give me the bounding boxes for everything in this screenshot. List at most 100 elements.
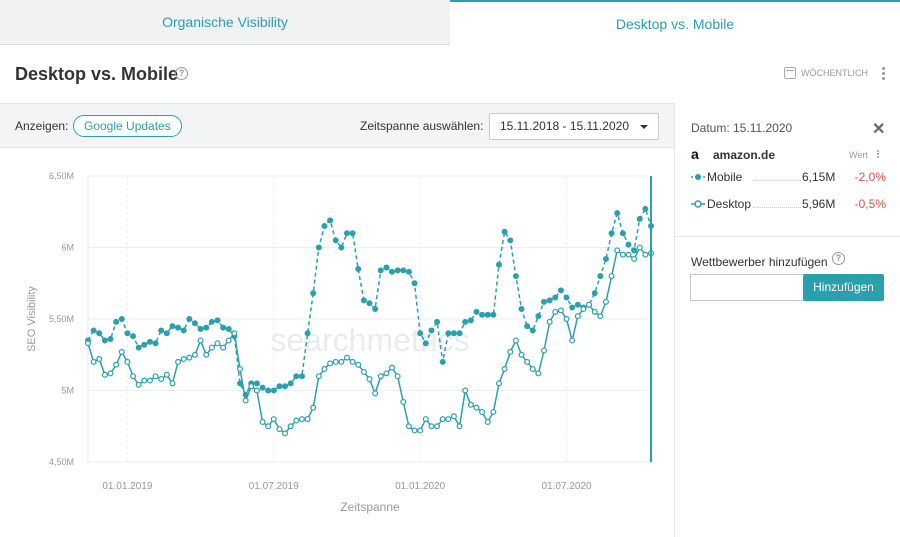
data-point-mobile[interactable] <box>518 305 525 312</box>
data-point-mobile[interactable] <box>563 294 570 301</box>
data-point-desktop[interactable] <box>124 358 131 365</box>
data-point-desktop[interactable] <box>304 416 311 423</box>
data-point-desktop[interactable] <box>450 413 457 420</box>
data-point-mobile[interactable] <box>383 264 390 271</box>
data-point-mobile[interactable] <box>259 384 266 391</box>
data-point-mobile[interactable] <box>512 273 519 280</box>
data-point-desktop[interactable] <box>107 370 114 377</box>
data-point-desktop[interactable] <box>355 361 362 368</box>
data-point-mobile[interactable] <box>422 340 429 347</box>
data-point-desktop[interactable] <box>614 247 621 254</box>
data-point-desktop[interactable] <box>270 416 277 423</box>
data-point-desktop[interactable] <box>135 381 142 388</box>
data-point-desktop[interactable] <box>518 351 525 358</box>
data-point-desktop[interactable] <box>490 408 497 415</box>
data-point-mobile[interactable] <box>90 327 97 334</box>
data-point-mobile[interactable] <box>163 330 170 337</box>
data-point-mobile[interactable] <box>152 340 159 347</box>
more-options-icon[interactable] <box>877 150 881 158</box>
tab-organic-visibility[interactable]: Organische Visibility <box>0 0 450 45</box>
data-point-mobile[interactable] <box>473 308 480 315</box>
data-point-desktop[interactable] <box>163 371 170 378</box>
data-point-mobile[interactable] <box>456 330 463 337</box>
competitor-input[interactable] <box>690 274 805 301</box>
data-point-desktop[interactable] <box>586 301 593 308</box>
data-point-mobile[interactable] <box>118 316 125 323</box>
data-point-mobile[interactable] <box>203 324 210 331</box>
data-point-mobile[interactable] <box>113 318 120 325</box>
data-point-desktop[interactable] <box>467 401 474 408</box>
data-point-desktop[interactable] <box>394 373 401 380</box>
data-point-mobile[interactable] <box>552 294 559 301</box>
data-point-desktop[interactable] <box>84 340 91 347</box>
date-range-select[interactable]: 15.11.2018 - 15.11.2020 <box>489 113 659 140</box>
data-point-mobile[interactable] <box>276 383 283 390</box>
data-point-mobile[interactable] <box>591 290 598 297</box>
data-point-desktop[interactable] <box>248 383 255 390</box>
help-icon[interactable]: ? <box>832 252 845 265</box>
data-point-desktop[interactable] <box>265 423 272 430</box>
data-point-mobile[interactable] <box>220 324 227 331</box>
data-point-mobile[interactable] <box>265 387 272 394</box>
data-point-mobile[interactable] <box>574 301 581 308</box>
data-point-mobile[interactable] <box>360 297 367 304</box>
data-point-desktop[interactable] <box>383 370 390 377</box>
data-point-desktop[interactable] <box>473 404 480 411</box>
data-point-desktop[interactable] <box>338 358 345 365</box>
data-point-mobile[interactable] <box>101 337 108 344</box>
data-point-desktop[interactable] <box>563 316 570 323</box>
visibility-line-chart[interactable]: searchmetrics 6,50M 6M 5,50M 5M 4,50M 01.01.2… <box>0 148 674 537</box>
data-point-desktop[interactable] <box>96 356 103 363</box>
data-point-mobile[interactable] <box>343 230 350 237</box>
data-point-desktop[interactable] <box>434 423 441 430</box>
data-point-desktop[interactable] <box>597 313 604 320</box>
data-point-desktop[interactable] <box>501 366 508 373</box>
data-point-desktop[interactable] <box>507 348 514 355</box>
add-competitor-button[interactable]: Hinzufügen <box>803 274 884 301</box>
data-point-mobile[interactable] <box>602 255 609 262</box>
data-point-mobile[interactable] <box>400 267 407 274</box>
data-point-mobile[interactable] <box>304 330 311 337</box>
data-point-mobile[interactable] <box>130 333 137 340</box>
data-point-desktop[interactable] <box>389 364 396 371</box>
data-point-desktop[interactable] <box>535 370 542 377</box>
data-point-desktop[interactable] <box>225 337 232 344</box>
data-point-desktop[interactable] <box>360 368 367 375</box>
data-point-desktop[interactable] <box>343 354 350 361</box>
data-point-mobile[interactable] <box>467 317 474 324</box>
data-point-desktop[interactable] <box>366 376 373 383</box>
data-point-desktop[interactable] <box>113 361 120 368</box>
data-point-mobile[interactable] <box>135 344 142 351</box>
data-point-mobile[interactable] <box>158 327 165 334</box>
data-point-mobile[interactable] <box>225 326 232 333</box>
data-point-desktop[interactable] <box>208 344 215 351</box>
data-point-desktop[interactable] <box>327 360 334 367</box>
data-point-mobile[interactable] <box>434 318 441 325</box>
data-point-mobile[interactable] <box>96 330 103 337</box>
data-point-mobile[interactable] <box>270 387 277 394</box>
data-point-mobile[interactable] <box>569 304 576 311</box>
data-point-desktop[interactable] <box>495 380 502 387</box>
data-point-desktop[interactable] <box>293 417 300 424</box>
data-point-mobile[interactable] <box>253 380 260 387</box>
data-point-desktop[interactable] <box>191 351 198 358</box>
data-point-desktop[interactable] <box>428 423 435 430</box>
data-point-mobile[interactable] <box>411 280 418 287</box>
data-point-mobile[interactable] <box>450 330 457 337</box>
data-point-mobile[interactable] <box>462 318 469 325</box>
data-point-mobile[interactable] <box>366 300 373 307</box>
data-point-desktop[interactable] <box>253 387 260 394</box>
data-point-mobile[interactable] <box>439 358 446 365</box>
data-point-desktop[interactable] <box>152 373 159 380</box>
data-point-desktop[interactable] <box>349 358 356 365</box>
data-point-desktop[interactable] <box>619 251 626 258</box>
data-point-desktop[interactable] <box>625 251 632 258</box>
data-point-mobile[interactable] <box>349 230 356 237</box>
data-point-desktop[interactable] <box>411 427 418 434</box>
data-point-mobile[interactable] <box>327 217 334 224</box>
data-point-desktop[interactable] <box>642 251 649 258</box>
data-point-mobile[interactable] <box>445 330 452 337</box>
data-point-desktop[interactable] <box>422 416 429 423</box>
data-point-desktop[interactable] <box>298 416 305 423</box>
data-point-desktop[interactable] <box>130 373 137 380</box>
